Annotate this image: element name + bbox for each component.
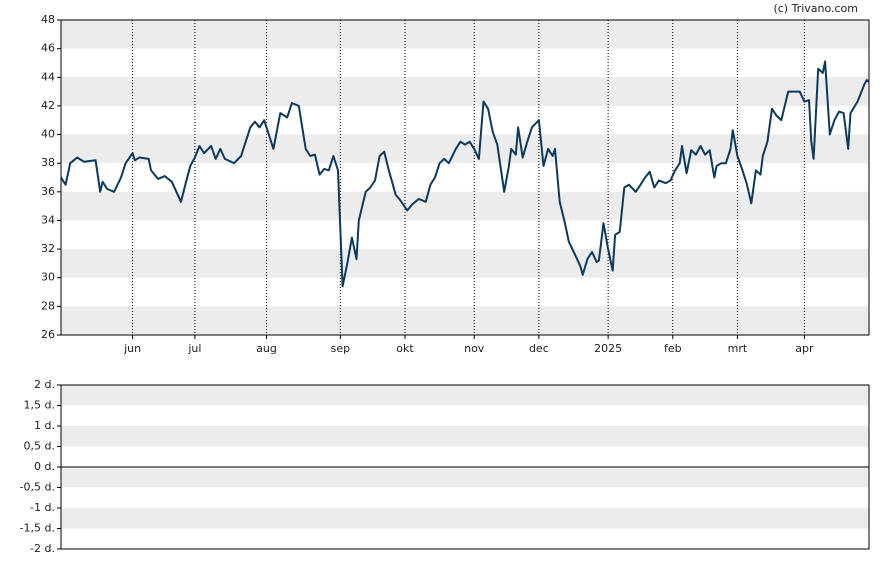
- grid-band: [61, 426, 869, 447]
- y-tick-label: -0,5 d.: [20, 481, 55, 494]
- x-tick-label: feb: [664, 342, 682, 355]
- y-tick-label: 0,5 d.: [24, 440, 55, 453]
- y-tick-label: 0 d.: [34, 460, 55, 473]
- grid-band: [61, 467, 869, 488]
- x-tick-label: mrt: [728, 342, 748, 355]
- y-tick-label: 44: [41, 70, 55, 83]
- x-tick-label: okt: [396, 342, 414, 355]
- grid-band: [61, 20, 869, 49]
- y-tick-label: 1 d.: [34, 419, 55, 432]
- y-tick-label: -1 d.: [30, 501, 55, 514]
- y-tick-label: 32: [41, 242, 55, 255]
- plot-frame: [60, 19, 870, 336]
- plot-frame: [60, 384, 870, 550]
- x-tick-label: 2025: [594, 342, 622, 355]
- x-tick-label: aug: [256, 342, 277, 355]
- x-tick-label: jul: [187, 342, 201, 355]
- y-tick-label: 26: [41, 328, 55, 341]
- x-tick-label: apr: [795, 342, 814, 355]
- y-tick-label: 40: [41, 128, 55, 141]
- y-tick-label: 28: [41, 299, 55, 312]
- grid-band: [61, 249, 869, 278]
- y-tick-label: 2 d.: [34, 378, 55, 391]
- x-tick-label: nov: [464, 342, 485, 355]
- y-tick-label: 46: [41, 42, 55, 55]
- y-tick-label: 48: [41, 13, 55, 26]
- grid-band: [61, 385, 869, 406]
- y-tick-label: 30: [41, 271, 55, 284]
- x-tick-label: sep: [331, 342, 350, 355]
- x-tick-label: jun: [123, 342, 141, 355]
- y-tick-label: -1,5 d.: [20, 522, 55, 535]
- grid-band: [61, 191, 869, 221]
- grid-band: [61, 508, 869, 529]
- y-tick-label: 38: [41, 156, 55, 169]
- y-tick-label: 34: [41, 213, 55, 226]
- y-tick-label: -2 d.: [30, 542, 55, 555]
- grid-band: [61, 77, 869, 106]
- price-line: [60, 60, 870, 288]
- y-tick-label: 1,5 d.: [24, 399, 55, 412]
- x-tick-label: dec: [529, 342, 549, 355]
- grid-band: [61, 134, 869, 164]
- y-tick-label: 42: [41, 99, 55, 112]
- credit: (c) Trivano.com: [773, 2, 858, 15]
- y-tick-label: 36: [41, 185, 55, 198]
- grid-band: [61, 306, 869, 335]
